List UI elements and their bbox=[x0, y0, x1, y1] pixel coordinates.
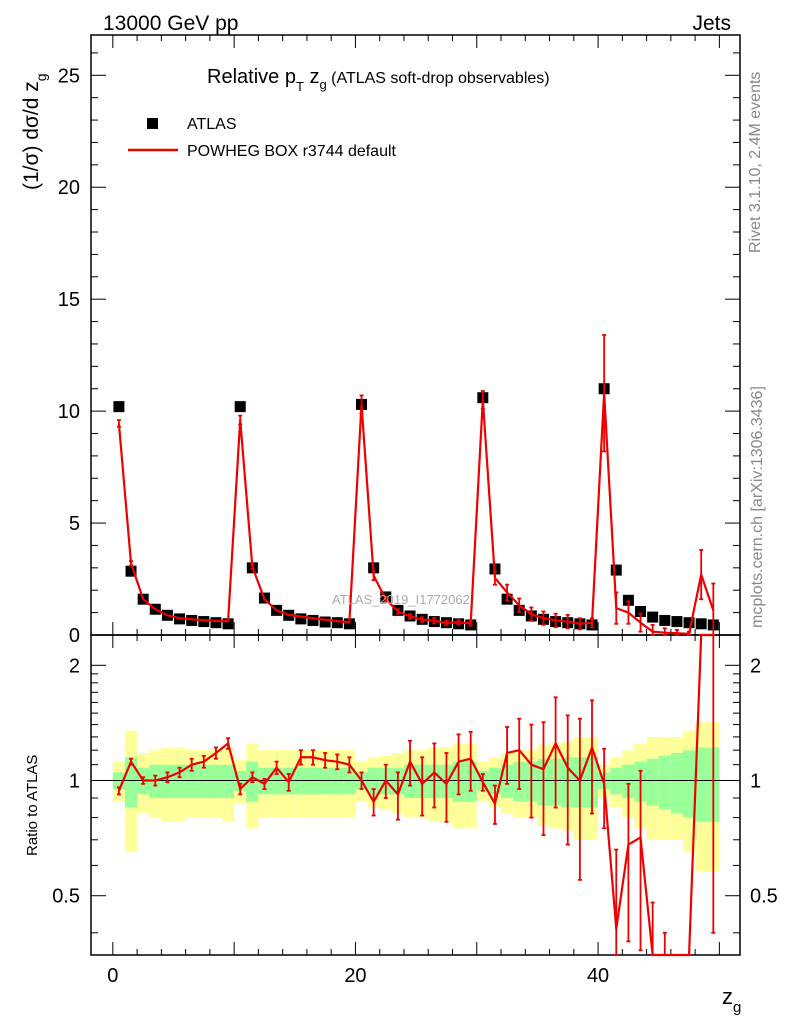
atlas-marker bbox=[198, 616, 210, 628]
y-tick-label: 20 bbox=[58, 177, 80, 199]
band-inner-bin bbox=[209, 764, 223, 799]
band-inner-bin bbox=[197, 764, 210, 799]
band-inner-bin bbox=[646, 758, 659, 806]
ratio-axis-label: Ratio to ATLAS bbox=[24, 755, 41, 856]
atlas-marker bbox=[307, 614, 319, 626]
axis-ticks bbox=[91, 35, 740, 955]
atlas-marker bbox=[186, 614, 198, 626]
atlas-marker bbox=[683, 617, 695, 629]
y-tick-label: 25 bbox=[58, 65, 80, 87]
atlas-marker bbox=[671, 616, 683, 628]
atlas-marker bbox=[210, 617, 222, 629]
band-inner-bin bbox=[682, 750, 696, 818]
rivet-version-label: Rivet 3.1.10, 2.4M events bbox=[747, 72, 764, 253]
y-axis-label: (1/σ) dσ/d zg bbox=[20, 73, 49, 190]
band-inner-bin bbox=[670, 753, 683, 814]
mc-line bbox=[117, 392, 715, 635]
ratio-tick-label-right: 2 bbox=[750, 655, 761, 677]
atlas-marker bbox=[331, 617, 343, 629]
band-inner-bin bbox=[622, 764, 635, 799]
band-inner-bin bbox=[270, 767, 283, 795]
legend-label-mc: POWHEG BOX r3744 default bbox=[187, 143, 397, 160]
y-tick-label: 15 bbox=[58, 289, 80, 311]
band-inner-bin bbox=[222, 764, 235, 799]
atlas-marker bbox=[635, 605, 647, 617]
band-inner-bin bbox=[331, 767, 344, 795]
band-inner-bin bbox=[367, 767, 380, 795]
band-inner-bin bbox=[185, 764, 198, 799]
mc-prediction bbox=[116, 334, 716, 636]
ratio-tick-label-right: 0.5 bbox=[750, 886, 778, 908]
atlas-marker bbox=[234, 401, 246, 413]
atlas-marker bbox=[622, 594, 634, 606]
ratio-tick-label-left: 0.5 bbox=[52, 886, 80, 908]
y-tick-label: 10 bbox=[58, 401, 80, 423]
analysis-watermark: ATLAS_2019_I1772062 bbox=[332, 592, 470, 607]
atlas-marker bbox=[610, 564, 622, 576]
band-inner-bin bbox=[294, 767, 307, 795]
mcplots-credit-label: mcplots.cern.ch [arXiv:1306.3436] bbox=[749, 386, 766, 628]
process-label: Jets bbox=[692, 12, 731, 35]
atlas-marker bbox=[113, 401, 125, 413]
band-inner-bin bbox=[306, 767, 320, 795]
axis-frames bbox=[90, 34, 741, 956]
band-inner-bin bbox=[695, 747, 708, 822]
plot-title: Relative pT zg (ATLAS soft-drop observab… bbox=[207, 66, 550, 94]
atlas-marker bbox=[659, 614, 671, 626]
atlas-marker bbox=[319, 616, 331, 628]
atlas-marker bbox=[647, 611, 659, 623]
y-tick-label: 0 bbox=[69, 625, 80, 647]
band-inner-bin bbox=[658, 755, 671, 810]
x-tick-label: 20 bbox=[344, 965, 366, 987]
legend-label-atlas: ATLAS bbox=[187, 116, 237, 133]
ratio-tick-label-left: 1 bbox=[69, 771, 80, 793]
legend-marker-atlas bbox=[147, 118, 158, 129]
y-tick-label: 5 bbox=[69, 513, 80, 535]
ratio-curve bbox=[116, 633, 716, 957]
atlas-marker bbox=[343, 618, 355, 630]
x-axis-label: zg bbox=[722, 984, 741, 1016]
band-inner-bin bbox=[319, 767, 332, 795]
ratio-line bbox=[117, 633, 714, 957]
ratio-panel-frame bbox=[90, 634, 741, 956]
energy-label: 13000 GeV pp bbox=[103, 12, 238, 35]
x-tick-label: 0 bbox=[107, 965, 118, 987]
tick-labels: 0 20 40 0 5 10 15 20 25 0.5 0.5 1 1 2 2 bbox=[52, 65, 778, 987]
atlas-marker bbox=[222, 618, 234, 630]
band-inner-bin bbox=[610, 767, 623, 795]
atlas-marker bbox=[295, 613, 307, 625]
ratio-tick-label-left: 2 bbox=[69, 655, 80, 677]
atlas-marker bbox=[695, 618, 707, 630]
ratio-tick-label-right: 1 bbox=[750, 771, 761, 793]
x-tick-label: 40 bbox=[587, 965, 609, 987]
atlas-marker bbox=[125, 565, 137, 577]
band-inner-bin bbox=[343, 767, 356, 795]
